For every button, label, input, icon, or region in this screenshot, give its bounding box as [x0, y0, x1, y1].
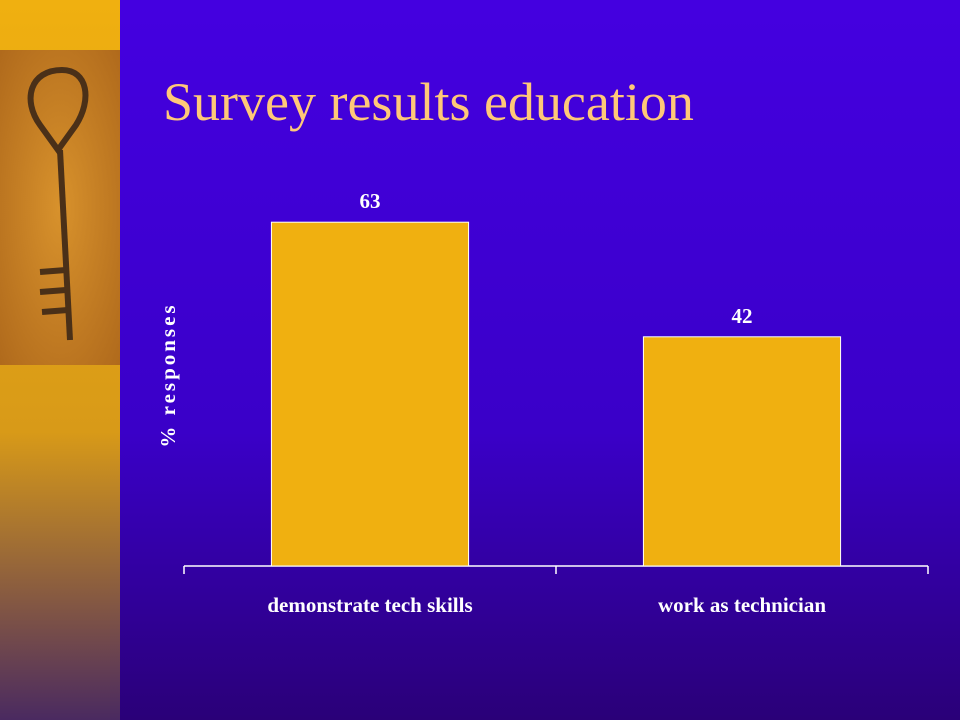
bar	[270, 221, 470, 567]
data-label: 63	[360, 189, 381, 213]
chart-title: Survey results education	[163, 72, 694, 132]
x-tick-label: demonstrate tech skills	[267, 593, 472, 617]
x-tick-label: work as technician	[658, 593, 826, 617]
key-icon	[27, 66, 89, 341]
bar	[642, 336, 842, 567]
data-label: 42	[732, 304, 753, 328]
key-photo	[0, 50, 120, 365]
y-axis-label: % responses	[156, 302, 180, 447]
